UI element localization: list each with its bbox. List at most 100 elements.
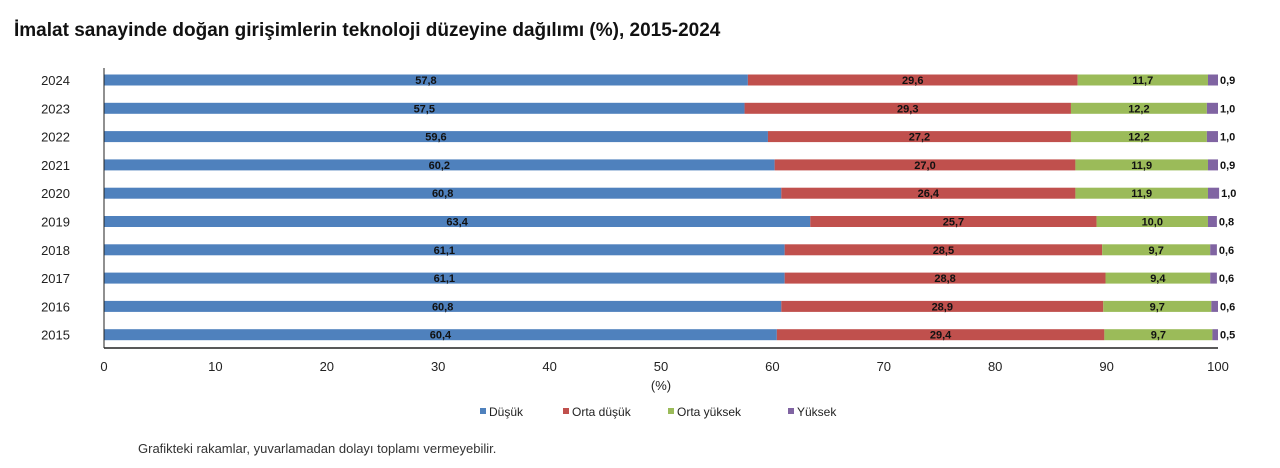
bar-segment [104, 216, 811, 227]
legend-swatch [480, 408, 486, 414]
y-tick-label: 2021 [41, 158, 70, 173]
bar-segment [104, 102, 745, 114]
chart-title: İmalat sanayinde doğan girişimlerin tekn… [14, 20, 721, 41]
y-tick-label: 2017 [41, 271, 70, 286]
bar-segment [1103, 300, 1212, 312]
data-label: 1,0 [1220, 132, 1235, 144]
bar-segment [104, 272, 785, 284]
bar-segment [1210, 244, 1217, 256]
data-label: 0,9 [1220, 160, 1235, 172]
x-tick-label: 30 [431, 359, 445, 374]
y-tick-label: 2019 [41, 215, 70, 230]
legend-swatch [668, 408, 674, 414]
bar-segment [104, 74, 748, 86]
data-label: 61,1 [434, 245, 455, 257]
x-tick-label: 90 [1099, 359, 1113, 374]
bar-segment [104, 187, 782, 199]
data-label: 28,5 [933, 245, 954, 257]
x-tick-label: 100 [1207, 359, 1229, 374]
data-label: 9,7 [1151, 330, 1166, 342]
legend-label: Orta düşük [572, 405, 632, 419]
legend-label: Yüksek [797, 405, 837, 419]
data-label: 29,3 [897, 103, 918, 115]
data-label: 57,5 [414, 103, 435, 115]
data-label: 10,0 [1142, 217, 1163, 229]
x-tick-label: 20 [320, 359, 334, 374]
bar-segment [744, 102, 1071, 114]
data-label: 0,8 [1219, 217, 1234, 229]
legend-label: Orta yüksek [677, 405, 742, 419]
y-tick-label: 2024 [41, 73, 70, 88]
data-label: 29,6 [902, 75, 923, 87]
bar-segment [810, 216, 1097, 227]
data-label: 28,9 [932, 301, 953, 313]
y-tick-label: 2016 [41, 299, 70, 314]
data-label: 25,7 [943, 217, 964, 229]
y-tick-label: 2015 [41, 328, 70, 343]
data-label: 0,9 [1220, 75, 1235, 87]
data-label: 9,7 [1150, 301, 1165, 313]
data-label: 57,8 [415, 75, 436, 87]
bar-segment [1070, 131, 1207, 143]
data-label: 61,1 [434, 273, 455, 285]
data-label: 0,6 [1220, 301, 1235, 313]
bar-segment [1104, 329, 1213, 341]
data-label: 9,7 [1149, 245, 1164, 257]
bar-segment [104, 244, 785, 256]
bar-segment [1075, 187, 1208, 199]
data-label: 12,2 [1128, 103, 1149, 115]
data-label: 27,2 [909, 132, 930, 144]
data-label: 26,4 [918, 188, 940, 200]
data-label: 11,9 [1131, 160, 1152, 172]
x-tick-label: 0 [100, 359, 107, 374]
data-label: 1,0 [1220, 103, 1235, 115]
bar-segment [104, 159, 775, 171]
data-label: 11,7 [1132, 75, 1153, 87]
bar-segment [1207, 159, 1218, 171]
bar-segment [1105, 272, 1211, 284]
legend-swatch [563, 408, 569, 414]
bar-segment [1070, 102, 1207, 114]
y-tick-label: 2018 [41, 243, 70, 258]
legend-label: Düşük [489, 405, 524, 419]
x-tick-label: 40 [542, 359, 556, 374]
x-axis-label: (%) [651, 378, 671, 393]
data-label: 60,2 [429, 160, 450, 172]
data-label: 1,0 [1221, 188, 1236, 200]
x-tick-label: 70 [877, 359, 891, 374]
bar-segment [1206, 131, 1218, 143]
y-tick-label: 2020 [41, 186, 70, 201]
y-tick-label: 2022 [41, 130, 70, 145]
data-label: 63,4 [446, 217, 468, 229]
bar-segment [767, 131, 1071, 143]
data-label: 29,4 [930, 330, 952, 342]
bar-segment [784, 244, 1103, 256]
bar-segment [1212, 329, 1218, 341]
legend-swatch [788, 408, 794, 414]
data-label: 27,0 [914, 160, 935, 172]
bar-segment [104, 300, 782, 312]
bar-segment [747, 74, 1078, 86]
data-label: 0,6 [1219, 245, 1234, 257]
data-label: 60,8 [432, 301, 453, 313]
bar-segment [776, 329, 1105, 341]
bar-segment [1207, 187, 1220, 199]
y-tick-label: 2023 [41, 101, 70, 116]
data-label: 12,2 [1128, 132, 1149, 144]
bar-segment [1211, 300, 1218, 312]
bar-segment [1206, 102, 1218, 114]
bar-segment [1077, 74, 1208, 86]
x-tick-label: 50 [654, 359, 668, 374]
data-label: 11,9 [1131, 188, 1152, 200]
bar-segment [1075, 159, 1208, 171]
bar-segment [774, 159, 1076, 171]
bar-segment [1210, 272, 1217, 284]
data-label: 60,4 [430, 330, 452, 342]
bar-segment [104, 329, 777, 341]
bar-segment [104, 131, 768, 143]
data-label: 0,5 [1220, 330, 1235, 342]
x-tick-label: 80 [988, 359, 1002, 374]
data-label: 0,6 [1219, 273, 1234, 285]
bar-segment [1207, 74, 1218, 86]
